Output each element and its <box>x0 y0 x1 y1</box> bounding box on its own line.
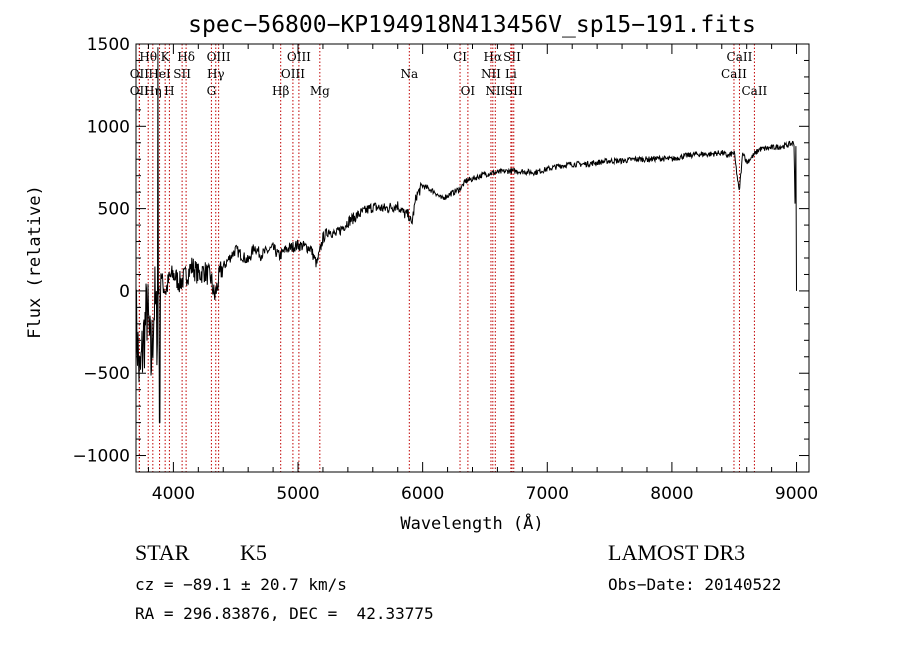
x-tick-label: 7000 <box>526 484 569 504</box>
x-tick-label: 6000 <box>401 484 444 504</box>
plot-frame <box>135 43 810 473</box>
observation-date: Obs−Date: 20140522 <box>608 575 782 594</box>
x-tick-label: 4000 <box>152 484 195 504</box>
line-label-6: Hα <box>484 50 503 64</box>
line-label-3: OIII <box>207 50 231 64</box>
object-subclass: K5 <box>240 540 267 565</box>
y-tick-label: −1000 <box>72 447 130 467</box>
x-tick-label: 8000 <box>650 484 693 504</box>
y-tick-label: 0 <box>119 282 130 302</box>
line-label-10: HeI <box>148 67 171 81</box>
x-axis-label: Wavelength (Å) <box>400 512 543 534</box>
line-label-11: SII <box>173 67 191 81</box>
line-label-4: OIII <box>287 50 311 64</box>
line-label-8: CaII <box>727 50 753 64</box>
y-axis-label: Flux (relative) <box>25 185 45 339</box>
y-tick-label: 1000 <box>87 117 130 137</box>
object-class: STAR <box>135 540 190 565</box>
line-label-7: SII <box>503 50 521 64</box>
survey-name: LAMOST DR3 <box>608 540 746 565</box>
y-tick-label: 500 <box>98 200 130 220</box>
coordinates: RA = 296.83876, DEC = 42.33775 <box>135 604 434 623</box>
x-tick-label: 5000 <box>276 484 319 504</box>
x-axis-ticks: 4000 5000 6000 7000 8000 9000 <box>147 44 818 504</box>
line-label-12: Hγ <box>207 67 225 81</box>
line-label-26: SII <box>505 84 523 98</box>
line-label-24: OI <box>461 84 476 98</box>
line-label-23: Mg <box>310 84 330 98</box>
line-label-0: Hθ <box>139 50 157 64</box>
line-label-9: OII <box>130 67 150 81</box>
line-label-25: NII <box>485 84 505 98</box>
redshift-velocity: cz = −89.1 ± 20.7 km/s <box>135 575 347 594</box>
line-label-16: Li <box>505 67 517 81</box>
series-line-flux <box>135 47 797 424</box>
line-label-22: Hβ <box>272 84 289 98</box>
chart-title: spec−56800−KP194918N413456V_sp15−191.fit… <box>188 12 756 38</box>
plot-border <box>135 43 810 473</box>
line-label-5: CI <box>453 50 467 64</box>
line-label-15: NII <box>481 67 501 81</box>
y-tick-label: −500 <box>83 364 130 384</box>
line-label-19: Hη <box>144 84 162 98</box>
x-tick-label: 9000 <box>775 484 818 504</box>
line-label-2: Hδ <box>177 50 195 64</box>
line-label-14: Na <box>400 67 418 81</box>
y-axis-ticks: −1000 −500 0 500 1000 1500 <box>72 35 809 467</box>
line-label-20: H <box>164 84 174 98</box>
line-label-18: OII <box>130 84 150 98</box>
y-tick-label: 1500 <box>87 35 130 55</box>
line-label-1: K <box>161 50 171 64</box>
line-label-13: OIII <box>281 67 305 81</box>
line-label-27: CaII <box>741 84 767 98</box>
line-label-17: CaII <box>721 67 747 81</box>
line-label-21: G <box>207 84 217 98</box>
